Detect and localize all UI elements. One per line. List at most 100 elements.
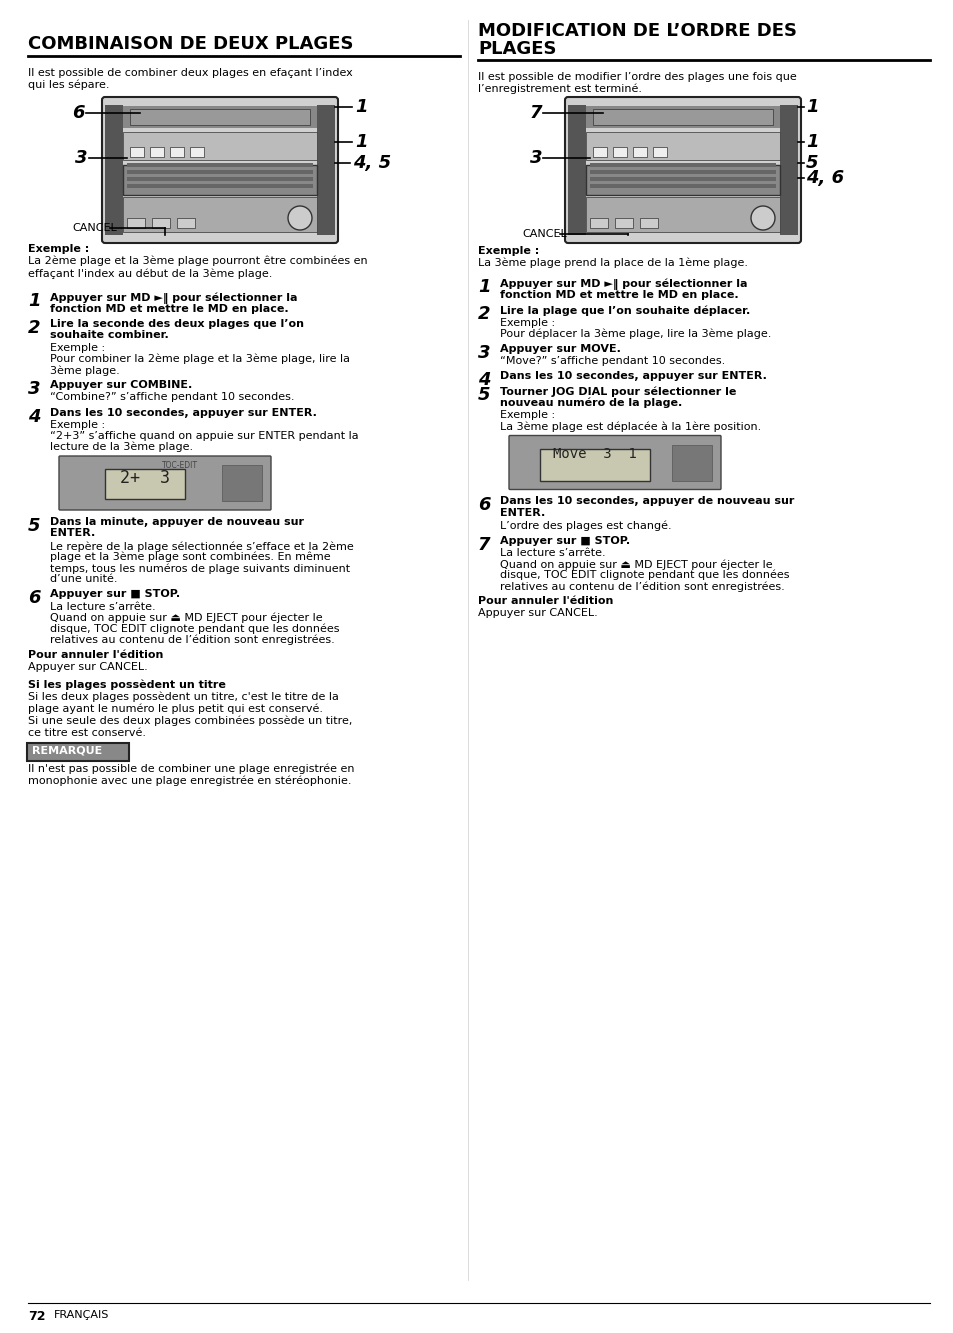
Bar <box>593 109 772 125</box>
Text: Pour annuler l'édition: Pour annuler l'édition <box>477 596 613 607</box>
Text: ENTER.: ENTER. <box>50 528 95 539</box>
Text: Pour annuler l'édition: Pour annuler l'édition <box>28 649 163 660</box>
Text: 2+  3: 2+ 3 <box>120 469 170 487</box>
Circle shape <box>750 207 774 231</box>
Text: Dans les 10 secondes, appuyer sur ENTER.: Dans les 10 secondes, appuyer sur ENTER. <box>50 408 316 417</box>
FancyBboxPatch shape <box>59 456 271 511</box>
Bar <box>123 107 316 128</box>
Text: Il est possible de modifier l’ordre des plages une fois que
l’enregistrement est: Il est possible de modifier l’ordre des … <box>477 72 796 95</box>
Text: 4, 5: 4, 5 <box>353 155 391 172</box>
Text: Le repère de la plage sélectionnée s’efface et la 2ème: Le repère de la plage sélectionnée s’eff… <box>50 541 354 552</box>
Bar <box>589 177 775 181</box>
FancyBboxPatch shape <box>780 105 797 235</box>
Text: 1: 1 <box>28 292 40 311</box>
Text: 1: 1 <box>355 133 367 151</box>
Text: CANCEL: CANCEL <box>521 229 566 239</box>
Text: 4: 4 <box>477 371 490 389</box>
Text: La 2ème plage et la 3ème plage pourront être combinées en
effaçant l'index au dé: La 2ème plage et la 3ème plage pourront … <box>28 256 367 279</box>
Text: Appuyer sur CANCEL.: Appuyer sur CANCEL. <box>477 608 598 619</box>
Bar <box>222 465 262 501</box>
Text: 7: 7 <box>477 536 490 553</box>
Bar <box>152 219 170 228</box>
Text: plage et la 3ème plage sont combinées. En même: plage et la 3ème plage sont combinées. E… <box>50 552 331 563</box>
Bar <box>190 147 204 157</box>
Text: lecture de la 3ème plage.: lecture de la 3ème plage. <box>50 443 193 452</box>
Text: disque, TOC EDIT clignote pendant que les données: disque, TOC EDIT clignote pendant que le… <box>499 571 789 580</box>
Text: Pour combiner la 2ème plage et la 3ème plage, lire la: Pour combiner la 2ème plage et la 3ème p… <box>50 355 350 364</box>
Bar <box>127 219 145 228</box>
Text: PLAGES: PLAGES <box>477 40 556 59</box>
Text: Il est possible de combiner deux plages en efaçant l’index
qui les sépare.: Il est possible de combiner deux plages … <box>28 68 353 91</box>
Text: Appuyer sur COMBINE.: Appuyer sur COMBINE. <box>50 380 193 391</box>
Bar <box>652 147 666 157</box>
Text: Pour déplacer la 3ème plage, lire la 3ème plage.: Pour déplacer la 3ème plage, lire la 3èm… <box>499 328 771 339</box>
Text: Exemple :: Exemple : <box>499 411 555 420</box>
Text: souhaite combiner.: souhaite combiner. <box>50 331 169 340</box>
Bar <box>105 469 185 499</box>
Bar <box>613 147 626 157</box>
Text: MODIFICATION DE L’ORDRE DES: MODIFICATION DE L’ORDRE DES <box>477 23 796 40</box>
Text: 3: 3 <box>28 380 40 399</box>
Text: 1: 1 <box>477 279 490 296</box>
Text: 4, 6: 4, 6 <box>805 169 843 187</box>
Text: Appuyer sur ■ STOP.: Appuyer sur ■ STOP. <box>499 536 630 545</box>
Text: Si les deux plages possèdent un titre, c'est le titre de la
plage ayant le numér: Si les deux plages possèdent un titre, c… <box>28 692 352 738</box>
Text: “Move?” s’affiche pendant 10 secondes.: “Move?” s’affiche pendant 10 secondes. <box>499 356 724 367</box>
Bar <box>177 219 194 228</box>
Text: FRANÇAIS: FRANÇAIS <box>54 1310 110 1320</box>
Text: Dans les 10 secondes, appuyer de nouveau sur: Dans les 10 secondes, appuyer de nouveau… <box>499 496 794 507</box>
Bar <box>615 219 633 228</box>
Text: 2: 2 <box>477 305 490 323</box>
Text: relatives au contenu de l’édition sont enregistrées.: relatives au contenu de l’édition sont e… <box>499 581 784 592</box>
Text: Exemple :: Exemple : <box>477 247 538 256</box>
Text: 2: 2 <box>28 319 40 337</box>
Text: Appuyer sur CANCEL.: Appuyer sur CANCEL. <box>28 661 148 672</box>
Text: 3: 3 <box>477 344 490 361</box>
Bar <box>633 147 646 157</box>
Text: 5: 5 <box>805 155 818 172</box>
FancyBboxPatch shape <box>509 436 720 489</box>
Text: L’ordre des plages est changé.: L’ordre des plages est changé. <box>499 520 671 531</box>
Bar <box>589 184 775 188</box>
Text: 3ème plage.: 3ème plage. <box>50 365 120 376</box>
Text: Move  3  1: Move 3 1 <box>553 447 637 460</box>
Bar <box>127 163 313 167</box>
FancyBboxPatch shape <box>105 105 123 235</box>
Bar <box>585 197 780 232</box>
Text: 6: 6 <box>477 496 490 515</box>
Bar <box>127 177 313 181</box>
Bar <box>589 219 607 228</box>
FancyBboxPatch shape <box>316 105 335 235</box>
Text: Exemple :: Exemple : <box>50 343 105 353</box>
Bar <box>539 448 649 480</box>
FancyBboxPatch shape <box>567 105 585 235</box>
Text: Il n'est pas possible de combiner une plage enregistrée en
monophonie avec une p: Il n'est pas possible de combiner une pl… <box>28 764 355 786</box>
Text: Si les plages possèdent un titre: Si les plages possèdent un titre <box>28 680 226 690</box>
Bar <box>150 147 164 157</box>
Text: Appuyer sur MOVE.: Appuyer sur MOVE. <box>499 344 620 353</box>
FancyBboxPatch shape <box>564 97 801 243</box>
Bar <box>170 147 184 157</box>
Bar <box>130 109 310 125</box>
Text: Quand on appuie sur ⏏ MD EJECT pour éjecter le: Quand on appuie sur ⏏ MD EJECT pour éjec… <box>50 612 322 623</box>
Text: Appuyer sur ■ STOP.: Appuyer sur ■ STOP. <box>50 589 180 599</box>
Text: CANCEL: CANCEL <box>71 223 116 233</box>
Bar <box>130 147 144 157</box>
Text: fonction MD et mettre le MD en place.: fonction MD et mettre le MD en place. <box>50 304 289 313</box>
Text: 1: 1 <box>355 99 367 116</box>
Text: 72: 72 <box>28 1310 46 1322</box>
Text: ENTER.: ENTER. <box>499 508 545 519</box>
Bar <box>593 147 606 157</box>
Text: 5: 5 <box>477 387 490 404</box>
Text: Tourner JOG DIAL pour sélectionner le: Tourner JOG DIAL pour sélectionner le <box>499 387 736 397</box>
Text: Quand on appuie sur ⏏ MD EJECT pour éjecter le: Quand on appuie sur ⏏ MD EJECT pour éjec… <box>499 559 772 569</box>
Text: 1: 1 <box>805 99 818 116</box>
Bar <box>127 171 313 175</box>
Bar <box>127 184 313 188</box>
FancyBboxPatch shape <box>102 97 337 243</box>
Text: Exemple :: Exemple : <box>50 420 105 431</box>
Text: “Combine?” s’affiche pendant 10 secondes.: “Combine?” s’affiche pendant 10 secondes… <box>50 392 294 403</box>
Text: 3: 3 <box>75 149 88 167</box>
FancyBboxPatch shape <box>27 742 129 761</box>
Text: COMBINAISON DE DEUX PLAGES: COMBINAISON DE DEUX PLAGES <box>28 35 354 53</box>
